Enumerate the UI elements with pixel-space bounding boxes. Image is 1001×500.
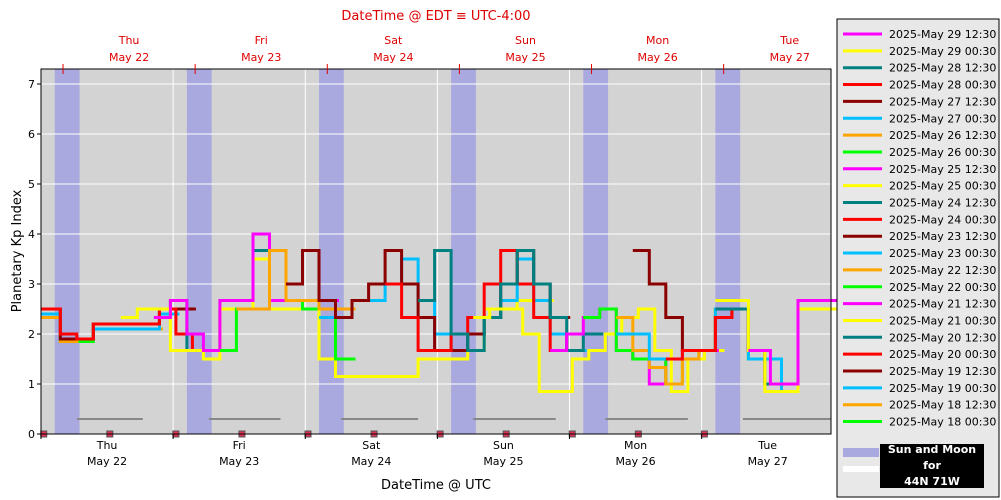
x-date-label-2: May 24 — [351, 455, 391, 468]
x-day-label-2: Sat — [362, 439, 381, 452]
night-band-0 — [54, 69, 80, 434]
legend-label-22: 2025-May 18 12:30 — [889, 399, 996, 412]
x-day-label-5: Tue — [757, 439, 777, 452]
top-axis: Thu May 22 Fri May 23 Sat May 24 Sun May 25 Mon M… — [62, 34, 810, 74]
top-day-label-3: Sun — [515, 34, 536, 47]
top-day-label-4: Mon — [646, 34, 669, 47]
legend-label-4: 2025-May 27 12:30 — [889, 95, 996, 108]
sun-moon-caption: Sun and Moon for 44N 71W — [880, 443, 984, 488]
legend-label-1: 2025-May 29 00:30 — [889, 45, 996, 58]
y-axis-label: Planetary Kp Index — [10, 189, 25, 312]
top-date-label-0: May 22 — [109, 51, 149, 64]
y-axis: 0 1 2 3 4 5 6 7 — [28, 78, 41, 441]
legend-moon-swatch — [843, 466, 879, 472]
legend-label-13: 2025-May 23 00:30 — [889, 247, 996, 260]
series-line-11 — [385, 249, 587, 352]
legend-label-18: 2025-May 20 12:30 — [889, 331, 996, 344]
legend-sun-swatch — [843, 448, 879, 457]
x-date-label-5: May 27 — [748, 455, 788, 468]
series-line-19 — [41, 307, 229, 352]
legend-label-15: 2025-May 22 00:30 — [889, 281, 996, 294]
sun-moon-title: Sun and Moon for — [887, 443, 977, 472]
plot-frame — [40, 68, 832, 435]
legend-label-9: 2025-May 25 00:30 — [889, 180, 996, 193]
top-date-label-1: May 23 — [241, 51, 281, 64]
y-tick-label-6: 6 — [28, 128, 35, 141]
legend-label-7: 2025-May 26 00:30 — [889, 146, 996, 159]
top-date-label-3: May 25 — [505, 51, 545, 64]
y-tick-label-1: 1 — [28, 378, 35, 391]
legend-label-10: 2025-May 24 12:30 — [889, 197, 996, 210]
legend-label-8: 2025-May 25 12:30 — [889, 163, 996, 176]
legend-label-3: 2025-May 28 00:30 — [889, 79, 996, 92]
legend-label-17: 2025-May 21 00:30 — [889, 314, 996, 327]
x-date-label-0: May 22 — [87, 455, 127, 468]
night-band-2 — [319, 69, 344, 434]
top-date-label-2: May 24 — [373, 51, 413, 64]
top-date-label-4: May 26 — [637, 51, 677, 64]
series-line-9 — [473, 307, 725, 393]
legend-label-19: 2025-May 20 00:30 — [889, 348, 996, 361]
sun-moon-location: 44N 71W — [904, 475, 960, 488]
top-day-label-0: Thu — [118, 34, 140, 47]
legend-items: 2025-May 29 12:30 2025-May 29 00:30 2025-M… — [843, 28, 996, 429]
x-axis-label: DateTime @ UTC — [381, 478, 491, 493]
x-axis: Thu May 22 Fri May 23 Sat May 24 Sun May 25 Mon M… — [40, 434, 788, 468]
y-tick-label-7: 7 — [28, 78, 35, 91]
top-day-label-1: Fri — [255, 34, 268, 47]
series-line-14 — [236, 249, 356, 311]
x-date-label-3: May 25 — [483, 455, 523, 468]
top-day-label-5: Tue — [779, 34, 799, 47]
y-tick-label-4: 4 — [28, 228, 35, 241]
night-band-5 — [715, 69, 741, 434]
y-tick-label-0: 0 — [28, 428, 35, 441]
legend-label-16: 2025-May 21 12:30 — [889, 298, 996, 311]
legend-label-0: 2025-May 29 12:30 — [889, 28, 996, 41]
series-line-1 — [715, 299, 851, 393]
chart-title: DateTime @ EDT ≡ UTC-4:00 — [341, 9, 530, 24]
legend-label-23: 2025-May 18 00:30 — [889, 416, 996, 429]
night-band-4 — [583, 69, 609, 434]
x-day-label-3: Sun — [493, 439, 514, 452]
legend-label-5: 2025-May 27 00:30 — [889, 112, 996, 125]
y-tick-label-2: 2 — [28, 328, 35, 341]
legend-label-11: 2025-May 24 00:30 — [889, 213, 996, 226]
legend-label-14: 2025-May 22 12:30 — [889, 264, 996, 277]
y-tick-label-3: 3 — [28, 278, 35, 291]
night-band-3 — [451, 69, 476, 434]
x-day-label-0: Thu — [96, 439, 118, 452]
series-lines — [41, 232, 851, 393]
legend-label-21: 2025-May 19 00:30 — [889, 382, 996, 395]
top-date-label-5: May 27 — [770, 51, 810, 64]
night-band-1 — [186, 69, 212, 434]
legend-label-12: 2025-May 23 12:30 — [889, 230, 996, 243]
legend-label-2: 2025-May 28 12:30 — [889, 62, 996, 75]
legend-box — [836, 18, 1000, 498]
legend-label-6: 2025-May 26 12:30 — [889, 129, 996, 142]
y-tick-label-5: 5 — [28, 178, 35, 191]
x-day-label-4: Mon — [624, 439, 647, 452]
night-bands — [54, 69, 741, 434]
legend: 2025-May 29 12:30 2025-May 29 00:30 2025-M… — [836, 18, 1000, 498]
x-day-label-1: Fri — [233, 439, 246, 452]
x-date-label-4: May 26 — [615, 455, 655, 468]
x-date-label-1: May 23 — [219, 455, 259, 468]
legend-label-20: 2025-May 19 12:30 — [889, 365, 996, 378]
top-day-label-2: Sat — [384, 34, 403, 47]
